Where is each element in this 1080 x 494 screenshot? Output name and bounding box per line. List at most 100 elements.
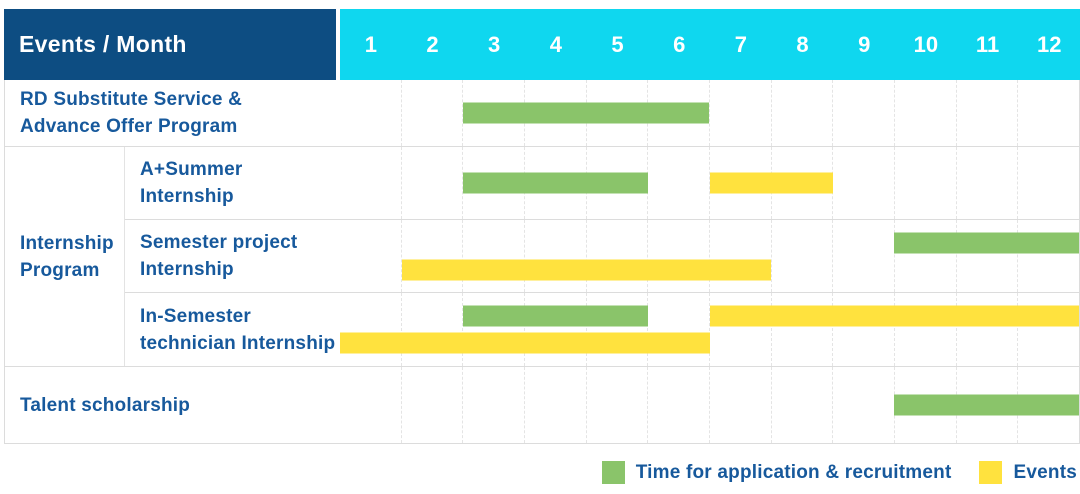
row-label-line: A+Summer — [140, 159, 243, 180]
month-gridline — [648, 80, 711, 146]
month-header-10: 10 — [913, 31, 939, 57]
month-gridline — [710, 293, 772, 366]
month-header-5: 5 — [611, 31, 624, 57]
gantt-bar-application — [894, 394, 1079, 416]
row-label-talent-scholarship: Talent scholarship — [5, 367, 340, 443]
table-row: Semester project Internship — [125, 220, 1079, 293]
legend-label-events: Events — [1013, 461, 1077, 483]
month-header-12: 12 — [1036, 31, 1062, 57]
gantt-bar-application — [463, 102, 710, 124]
row-label-a-plus-summer: A+Summer Internship — [125, 147, 340, 219]
month-gridline — [895, 220, 957, 292]
month-gridline — [772, 367, 834, 443]
month-gridline — [1018, 220, 1079, 292]
events-color-swatch — [979, 461, 1003, 484]
month-gridline — [710, 80, 772, 146]
month-gridline — [340, 220, 402, 292]
month-gridline — [340, 293, 402, 366]
month-gridline — [1018, 80, 1079, 146]
month-gridline — [648, 220, 711, 292]
month-gridline — [710, 220, 772, 292]
month-gridline — [772, 293, 834, 366]
month-gridline — [340, 147, 402, 219]
row-label-line: Internship — [140, 186, 234, 207]
month-header-7: 7 — [734, 31, 747, 57]
month-gridline — [1018, 293, 1079, 366]
month-gridline — [772, 80, 834, 146]
month-gridline — [587, 220, 649, 292]
table-row: RD Substitute Service & Advance Offer Pr… — [5, 80, 1079, 147]
month-header-9: 9 — [858, 31, 871, 57]
chart-row-a-plus-summer — [340, 147, 1079, 219]
legend-item-events: Events — [979, 461, 1077, 484]
row-group-label-internship-program: Internship Program — [5, 147, 125, 366]
gantt-bar-application — [894, 232, 1079, 254]
month-gridline — [710, 367, 772, 443]
month-gridline — [772, 220, 834, 292]
month-gridline — [402, 220, 464, 292]
chart-row-talent-scholarship — [340, 367, 1079, 443]
group-label-line: Internship — [20, 232, 114, 254]
row-label-line: Talent scholarship — [20, 394, 191, 416]
month-gridlines — [340, 220, 1079, 292]
month-gridline — [833, 80, 896, 146]
row-label-line: In-Semester — [140, 305, 251, 327]
month-gridline — [340, 367, 402, 443]
gantt-bar-application — [463, 305, 648, 327]
month-header-strip: 1 2 3 4 5 6 7 8 9 10 11 12 — [340, 9, 1080, 80]
month-gridline — [402, 147, 464, 219]
events-schedule-table: Events / Month 1 2 3 4 5 6 7 8 9 10 11 1… — [4, 9, 1080, 444]
month-gridline — [895, 147, 957, 219]
table-body: RD Substitute Service & Advance Offer Pr… — [4, 80, 1080, 444]
month-header-6: 6 — [673, 31, 686, 57]
gantt-bar-application — [463, 172, 648, 194]
events-month-header-label: Events / Month — [19, 31, 187, 57]
month-gridline — [895, 293, 957, 366]
gantt-bar-events — [709, 172, 833, 194]
gantt-bar-events — [401, 259, 772, 281]
legend: Time for application & recruitment Event… — [601, 461, 1077, 484]
month-header-3: 3 — [488, 31, 501, 57]
row-label-line: Internship — [140, 259, 234, 280]
month-gridline — [957, 220, 1019, 292]
group-label-line: Program — [20, 259, 100, 281]
row-label-line: Semester project — [140, 232, 298, 253]
month-gridline — [957, 293, 1019, 366]
month-header-2: 2 — [426, 31, 439, 57]
month-gridline — [587, 367, 649, 443]
month-gridline — [957, 80, 1019, 146]
month-gridline — [525, 220, 587, 292]
month-gridline — [772, 147, 834, 219]
month-gridline — [957, 147, 1019, 219]
month-gridline — [648, 367, 711, 443]
month-gridline — [463, 293, 526, 366]
month-header-1: 1 — [364, 31, 377, 57]
month-gridline — [402, 80, 464, 146]
table-row: A+Summer Internship — [125, 147, 1079, 220]
month-gridline — [648, 293, 711, 366]
month-gridline — [525, 293, 587, 366]
row-label-rd-substitute: RD Substitute Service & Advance Offer Pr… — [5, 80, 340, 146]
table-header-row: Events / Month 1 2 3 4 5 6 7 8 9 10 11 1… — [4, 9, 1080, 80]
row-label-line: Advance Offer Program — [20, 116, 238, 137]
month-gridline — [1018, 147, 1079, 219]
month-gridline — [340, 80, 402, 146]
month-gridline — [587, 293, 649, 366]
month-gridline — [833, 293, 896, 366]
table-row: In-Semester technician Internship — [125, 293, 1079, 366]
month-header-11: 11 — [975, 31, 1000, 57]
row-label-semester-project: Semester project Internship — [125, 220, 340, 292]
month-gridlines — [340, 293, 1079, 366]
row-label-line: RD Substitute Service & — [20, 89, 243, 110]
month-gridline — [402, 293, 464, 366]
row-label-in-semester-technician: In-Semester technician Internship — [125, 293, 340, 366]
gantt-bar-events — [340, 332, 710, 354]
row-label-line: technician Internship — [140, 332, 336, 354]
month-gridlines — [340, 80, 1079, 146]
chart-row-rd-substitute — [340, 80, 1079, 146]
month-header-4: 4 — [549, 31, 562, 57]
month-gridline — [833, 367, 896, 443]
chart-row-in-semester-technician — [340, 293, 1079, 366]
month-gridline — [833, 220, 896, 292]
